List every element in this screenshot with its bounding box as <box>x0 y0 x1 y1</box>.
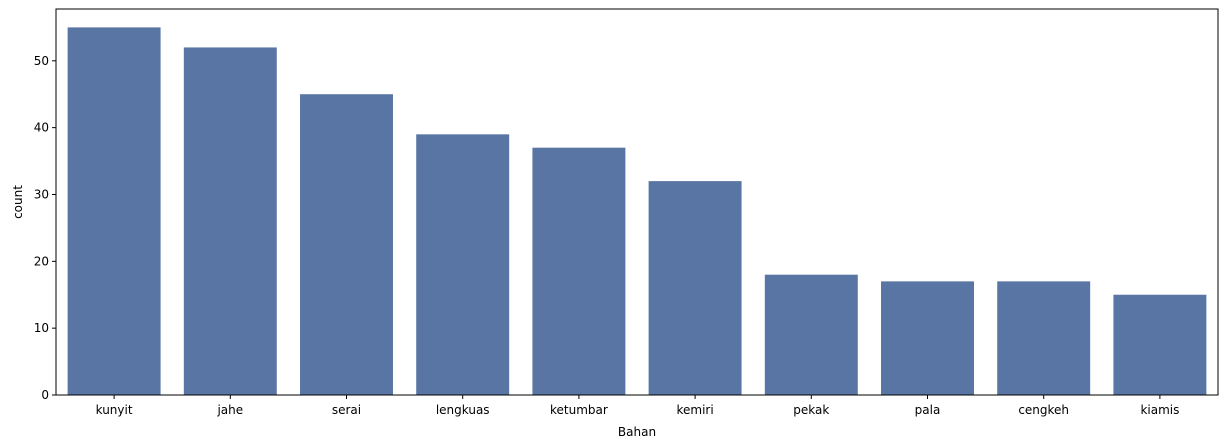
bar-kunyit <box>67 27 161 396</box>
bar-kemiri <box>648 181 742 395</box>
x-tick-label: pala <box>915 403 941 417</box>
bar-cengkeh <box>997 281 1091 395</box>
bar-ketumbar <box>532 147 626 395</box>
bar-pekak <box>764 274 858 395</box>
y-axis-ticks: 0 10 20 30 40 50 <box>34 54 56 402</box>
x-axis-label: Bahan <box>618 425 656 439</box>
y-axis-label: count <box>11 185 25 219</box>
x-tick-label: lengkuas <box>436 403 490 417</box>
x-tick-label: kunyit <box>96 403 133 417</box>
y-tick-label: 40 <box>34 121 49 135</box>
y-tick-label: 30 <box>34 187 49 201</box>
bar-kiamis <box>1113 294 1207 395</box>
y-tick-label: 50 <box>34 54 49 68</box>
x-tick-label: cengkeh <box>1018 403 1069 417</box>
x-tick-label: ketumbar <box>550 403 608 417</box>
x-tick-label: kemiri <box>676 403 713 417</box>
y-tick-label: 10 <box>34 321 49 335</box>
x-tick-label: jahe <box>216 403 243 417</box>
plot-frame <box>55 8 1219 396</box>
x-axis-ticks: kunyit jahe serai lengkuas ketumbar kemiri pek… <box>96 395 1179 417</box>
x-tick-label: kiamis <box>1140 403 1179 417</box>
bar-serai <box>300 94 393 396</box>
bars-group <box>67 27 1207 396</box>
x-tick-label: serai <box>332 403 361 417</box>
bar-lengkuas <box>416 134 510 395</box>
x-tick-label: pekak <box>793 403 829 417</box>
bar-pala <box>881 281 974 395</box>
y-tick-label: 20 <box>34 254 49 268</box>
bar-jahe <box>183 47 277 396</box>
y-tick-label: 0 <box>41 388 49 402</box>
